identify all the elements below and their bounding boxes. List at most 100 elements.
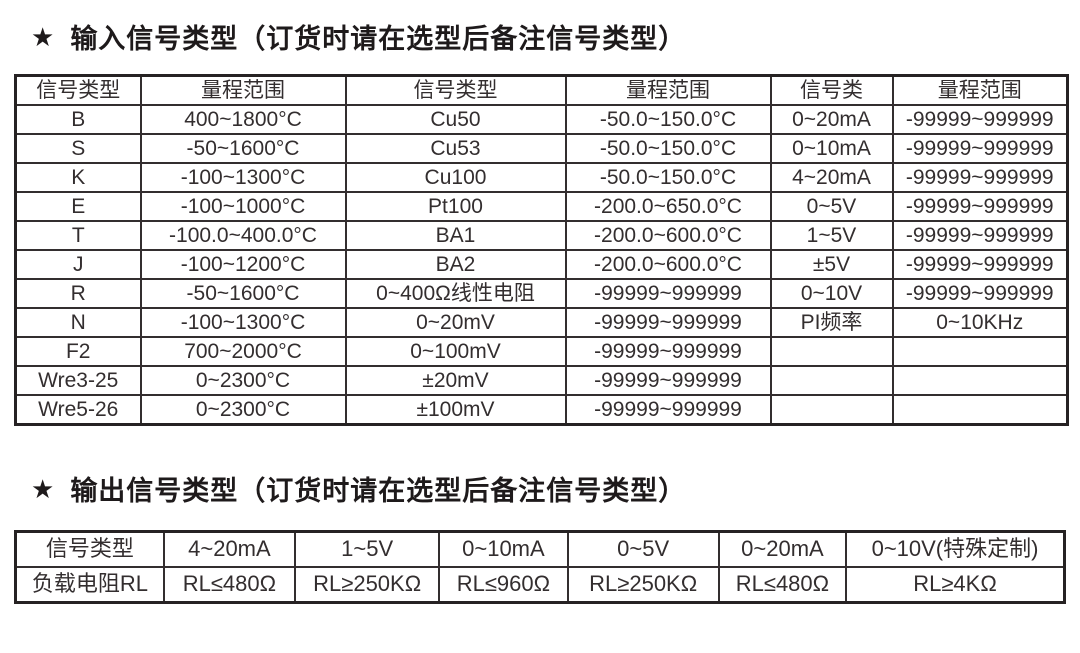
cell-signal-type: 0~20mV bbox=[344, 307, 567, 338]
cell-signal-type: 1~5V bbox=[769, 220, 894, 251]
cell-signal-type: E bbox=[14, 191, 142, 222]
cell-range: -200.0~600.0°C bbox=[564, 220, 772, 251]
input-table-header-row: 信号类型 量程范围 信号类型 量程范围 信号类 量程范围 bbox=[14, 74, 1069, 106]
cell-signal-type: ±5V bbox=[769, 249, 894, 280]
cell-load-resistance: RL≥4KΩ bbox=[845, 566, 1066, 604]
cell-range: -100~1200°C bbox=[139, 249, 347, 280]
column-header: 量程范围 bbox=[564, 74, 772, 106]
output-section-title: ★ 输出信号类型（订货时请在选型后备注信号类型） bbox=[31, 469, 1080, 508]
cell-range: -50.0~150.0°C bbox=[564, 104, 772, 135]
cell-range: -99999~999999 bbox=[891, 162, 1069, 193]
cell-load-resistance: RL≤960Ω bbox=[438, 566, 569, 604]
table-row: F2 700~2000°C 0~100mV -99999~999999 bbox=[14, 336, 1069, 367]
cell-signal-type: B bbox=[14, 104, 142, 135]
cell-range: -50~1600°C bbox=[139, 278, 347, 309]
cell-range: -99999~999999 bbox=[564, 365, 772, 396]
output-table-load-row: 负载电阻RL RL≤480Ω RL≥250KΩ RL≤960Ω RL≥250KΩ… bbox=[14, 566, 1066, 604]
cell-signal-type: 0~400Ω线性电阻 bbox=[344, 278, 567, 309]
table-row: B 400~1800°C Cu50 -50.0~150.0°C 0~20mA -… bbox=[14, 104, 1069, 135]
cell-range: -100~1300°C bbox=[139, 162, 347, 193]
output-table-header-row: 信号类型 4~20mA 1~5V 0~10mA 0~5V 0~20mA 0~10… bbox=[14, 530, 1066, 568]
cell-signal-type: 0~10mA bbox=[438, 530, 569, 568]
cell-signal-type: Pt100 bbox=[344, 191, 567, 222]
cell-signal-type: 0~100mV bbox=[344, 336, 567, 367]
cell-signal-type: 0~20mA bbox=[769, 104, 894, 135]
cell-range: 0~10KHz bbox=[891, 307, 1069, 338]
cell-load-resistance: RL≤480Ω bbox=[162, 566, 297, 604]
cell-signal-type: 0~10V(特殊定制) bbox=[845, 530, 1066, 568]
cell-empty bbox=[769, 365, 894, 396]
cell-signal-type: PI频率 bbox=[769, 307, 894, 338]
table-row: J -100~1200°C BA2 -200.0~600.0°C ±5V -99… bbox=[14, 249, 1069, 280]
cell-range: 400~1800°C bbox=[139, 104, 347, 135]
cell-signal-type: 0~10V bbox=[769, 278, 894, 309]
table-row: S -50~1600°C Cu53 -50.0~150.0°C 0~10mA -… bbox=[14, 133, 1069, 164]
column-header: 量程范围 bbox=[891, 74, 1069, 106]
cell-range: -99999~999999 bbox=[891, 104, 1069, 135]
cell-signal-type: Cu100 bbox=[344, 162, 567, 193]
table-row: T -100.0~400.0°C BA1 -200.0~600.0°C 1~5V… bbox=[14, 220, 1069, 251]
cell-range: -100.0~400.0°C bbox=[139, 220, 347, 251]
row-header-load-resistance: 负载电阻RL bbox=[14, 566, 165, 604]
cell-signal-type: R bbox=[14, 278, 142, 309]
cell-range: -50.0~150.0°C bbox=[564, 162, 772, 193]
cell-signal-type: J bbox=[14, 249, 142, 280]
cell-signal-type: Wre5-26 bbox=[14, 394, 142, 426]
cell-range: -200.0~650.0°C bbox=[564, 191, 772, 222]
cell-empty bbox=[891, 365, 1069, 396]
cell-signal-type: N bbox=[14, 307, 142, 338]
cell-signal-type: 4~20mA bbox=[162, 530, 297, 568]
star-icon: ★ bbox=[31, 473, 56, 504]
cell-load-resistance: RL≤480Ω bbox=[717, 566, 848, 604]
cell-signal-type: BA1 bbox=[344, 220, 567, 251]
table-row: R -50~1600°C 0~400Ω线性电阻 -99999~999999 0~… bbox=[14, 278, 1069, 309]
cell-signal-type: Cu50 bbox=[344, 104, 567, 135]
cell-signal-type: 0~10mA bbox=[769, 133, 894, 164]
cell-empty bbox=[769, 394, 894, 426]
cell-signal-type: BA2 bbox=[344, 249, 567, 280]
cell-range: 0~2300°C bbox=[139, 394, 347, 426]
input-signal-table: 信号类型 量程范围 信号类型 量程范围 信号类 量程范围 B 400~1800°… bbox=[14, 74, 1069, 426]
cell-range: -99999~999999 bbox=[891, 278, 1069, 309]
cell-range: -99999~999999 bbox=[891, 133, 1069, 164]
table-row: Wre3-25 0~2300°C ±20mV -99999~999999 bbox=[14, 365, 1069, 396]
table-row: Wre5-26 0~2300°C ±100mV -99999~999999 bbox=[14, 394, 1069, 426]
column-header: 信号类型 bbox=[344, 74, 567, 106]
cell-signal-type: Cu53 bbox=[344, 133, 567, 164]
cell-range: 700~2000°C bbox=[139, 336, 347, 367]
table-row: E -100~1000°C Pt100 -200.0~650.0°C 0~5V … bbox=[14, 191, 1069, 222]
star-icon: ★ bbox=[31, 21, 56, 52]
cell-range: -100~1000°C bbox=[139, 191, 347, 222]
cell-signal-type: T bbox=[14, 220, 142, 251]
cell-load-resistance: RL≥250KΩ bbox=[566, 566, 720, 604]
cell-range: -99999~999999 bbox=[891, 249, 1069, 280]
table-row: N -100~1300°C 0~20mV -99999~999999 PI频率 … bbox=[14, 307, 1069, 338]
cell-signal-type: ±100mV bbox=[344, 394, 567, 426]
cell-range: -50~1600°C bbox=[139, 133, 347, 164]
column-header: 信号类 bbox=[769, 74, 894, 106]
table-row: K -100~1300°C Cu100 -50.0~150.0°C 4~20mA… bbox=[14, 162, 1069, 193]
cell-range: -99999~999999 bbox=[564, 336, 772, 367]
cell-signal-type: 4~20mA bbox=[769, 162, 894, 193]
input-section-title: ★ 输入信号类型（订货时请在选型后备注信号类型） bbox=[31, 17, 1080, 56]
cell-empty bbox=[891, 336, 1069, 367]
cell-range: -99999~999999 bbox=[564, 394, 772, 426]
cell-signal-type: 0~20mA bbox=[717, 530, 848, 568]
output-signal-table: 信号类型 4~20mA 1~5V 0~10mA 0~5V 0~20mA 0~10… bbox=[14, 530, 1066, 604]
cell-signal-type: 0~5V bbox=[566, 530, 720, 568]
column-header: 量程范围 bbox=[139, 74, 347, 106]
cell-range: -99999~999999 bbox=[891, 191, 1069, 222]
cell-range: -200.0~600.0°C bbox=[564, 249, 772, 280]
column-header: 信号类型 bbox=[14, 74, 142, 106]
cell-signal-type: K bbox=[14, 162, 142, 193]
row-header-signal-type: 信号类型 bbox=[14, 530, 165, 568]
cell-signal-type: 1~5V bbox=[294, 530, 441, 568]
cell-range: -99999~999999 bbox=[564, 307, 772, 338]
cell-signal-type: F2 bbox=[14, 336, 142, 367]
cell-load-resistance: RL≥250KΩ bbox=[294, 566, 441, 604]
cell-range: -99999~999999 bbox=[564, 278, 772, 309]
cell-range: -99999~999999 bbox=[891, 220, 1069, 251]
cell-signal-type: Wre3-25 bbox=[14, 365, 142, 396]
cell-signal-type: S bbox=[14, 133, 142, 164]
input-section-title-text: 输入信号类型（订货时请在选型后备注信号类型） bbox=[70, 24, 687, 54]
